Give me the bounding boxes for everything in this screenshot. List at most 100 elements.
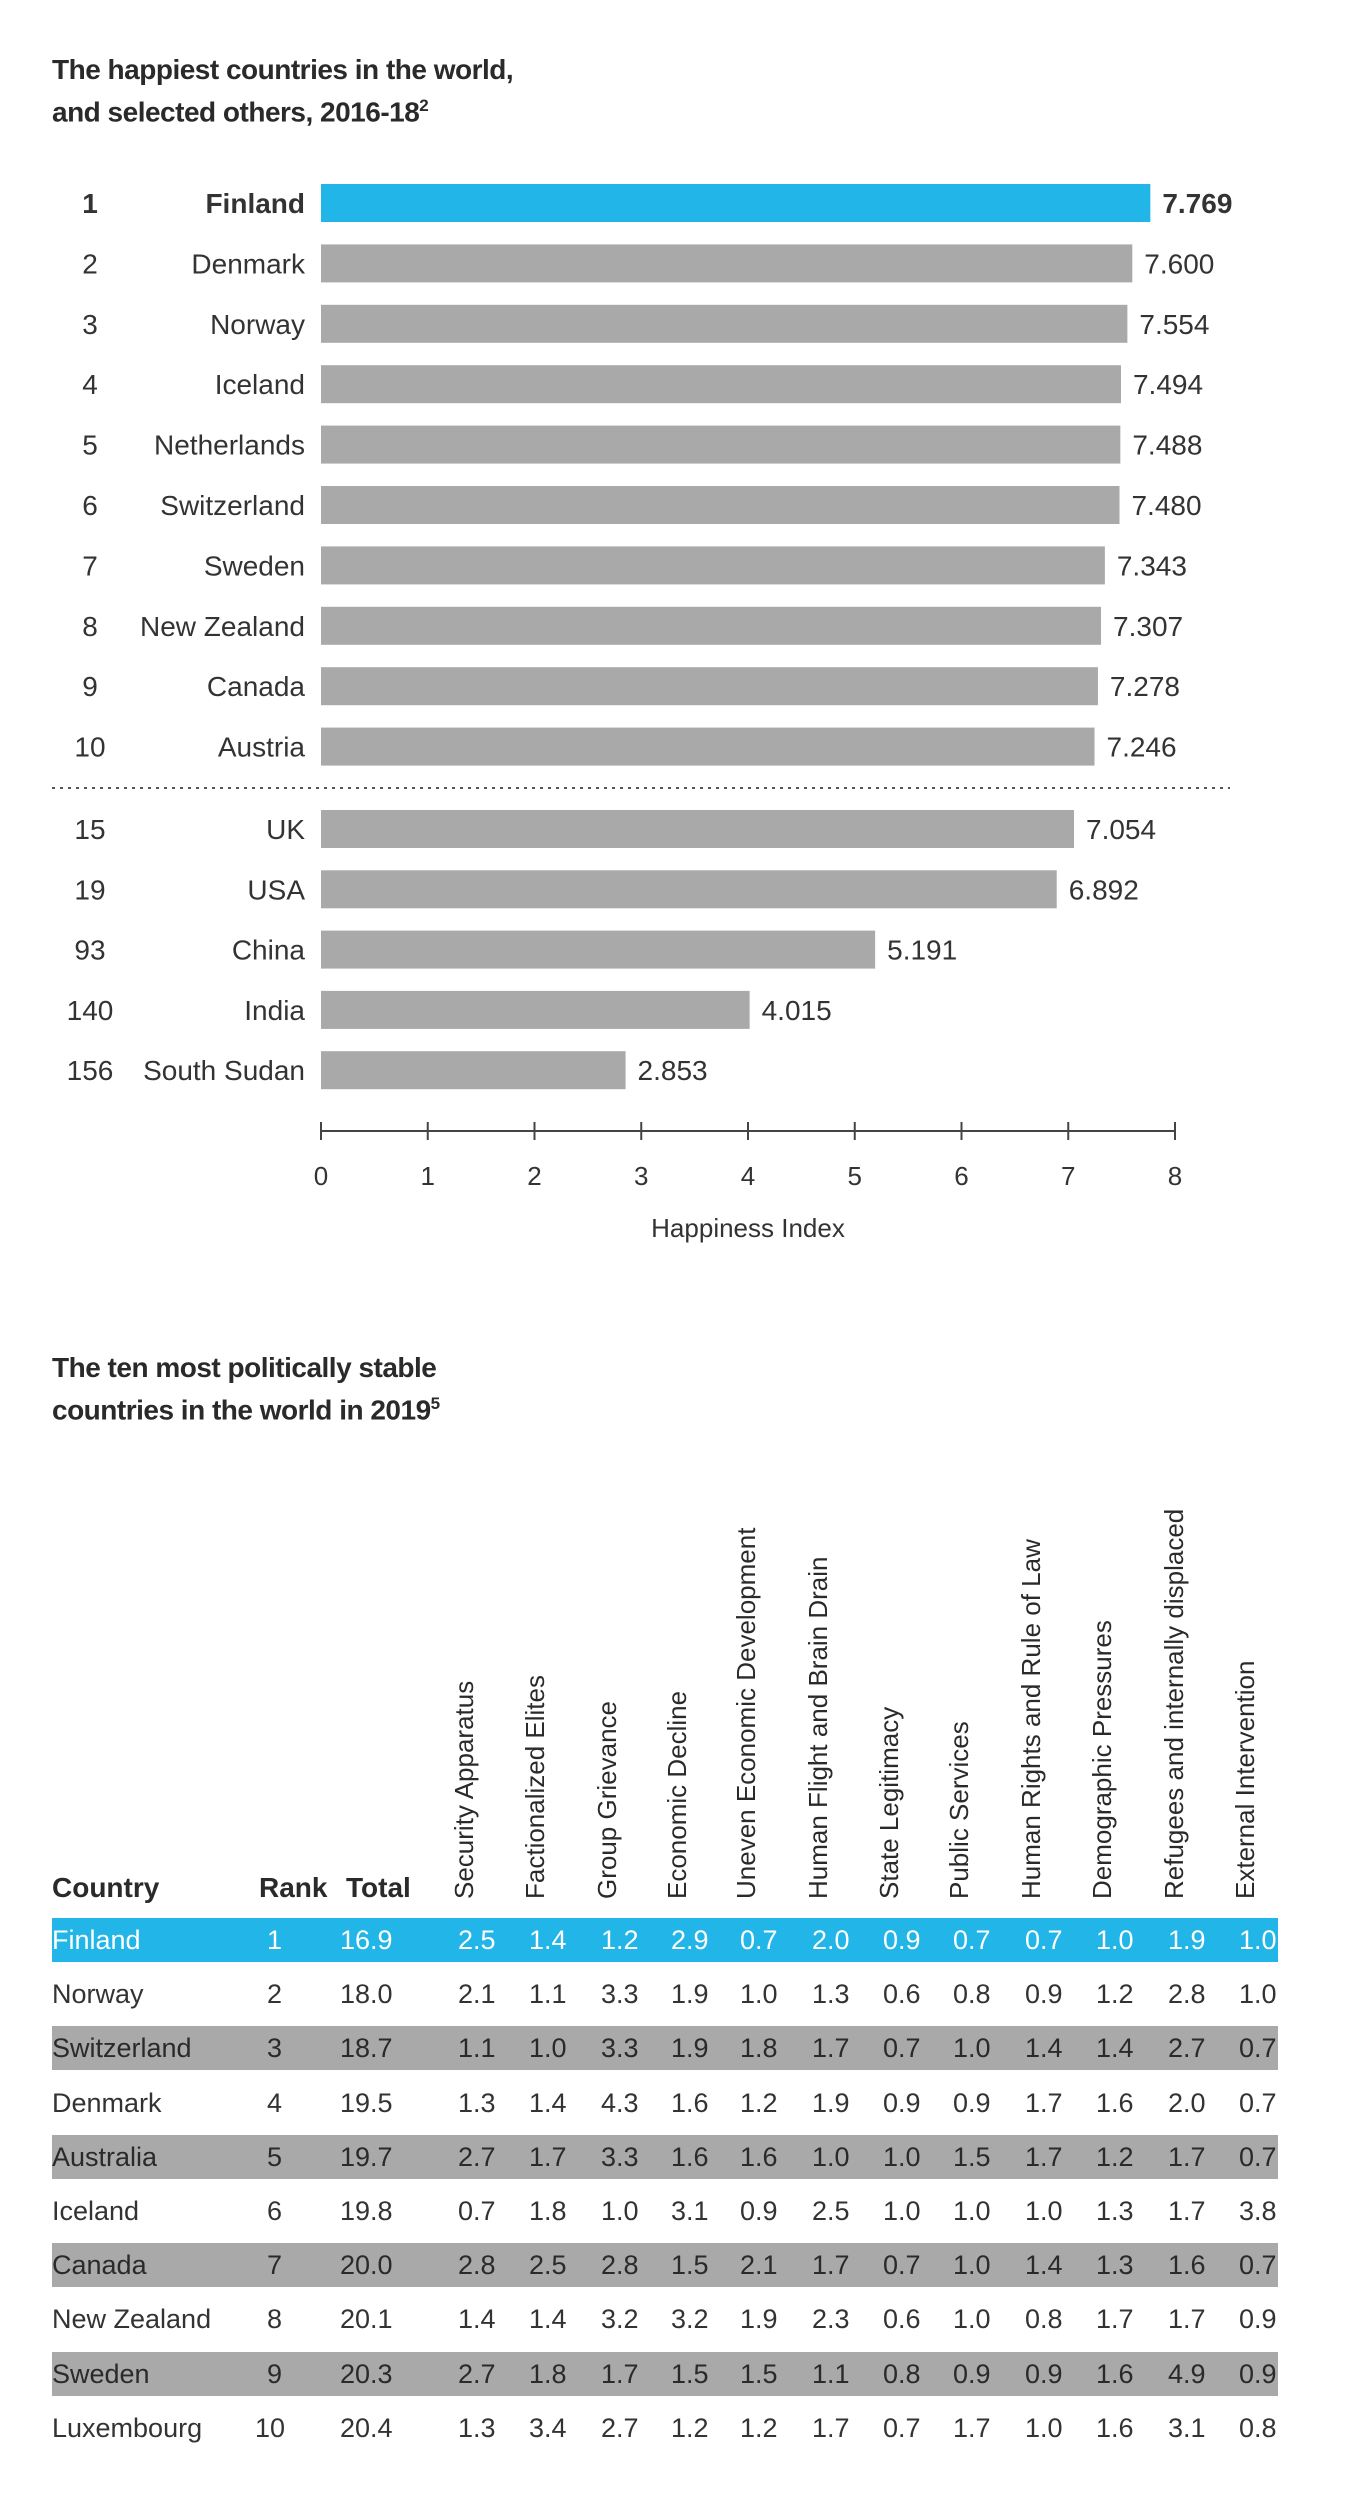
table-cell: 1.5 [953, 2141, 991, 2172]
table-cell: 0.7 [883, 2033, 921, 2064]
table-cell: Finland [52, 1925, 141, 1955]
table-title-line2: countries in the world in 20195 [52, 1394, 440, 1426]
rank-label: 10 [74, 732, 105, 763]
chart-title-line2: and selected others, 2016-182 [52, 96, 429, 128]
table-cell: 1.3 [1096, 2250, 1134, 2281]
table-cell: 18.7 [340, 2033, 393, 2064]
bar-new-zealand [321, 606, 1102, 645]
table-cell: 2.8 [1168, 1979, 1206, 2010]
table-cell: 0.9 [1025, 2358, 1063, 2389]
table-cell: 1.7 [1168, 2304, 1206, 2335]
rank-label: 156 [67, 1055, 114, 1086]
table-cell: 2.8 [458, 2250, 496, 2281]
happiness-bar-chart: 1 Finland 7.769 2 Denmark 7.600 3 Norway 7.554 4 I… [52, 184, 1232, 1243]
footnote-marker: 5 [430, 1394, 440, 1413]
value-label: 6.892 [1069, 874, 1139, 905]
bar-canada [321, 667, 1098, 706]
table-cell: Sweden [52, 2358, 150, 2389]
header-total: Total [346, 1872, 411, 1903]
table-cell: 0.7 [1239, 2250, 1277, 2281]
table-cell: 1.0 [1096, 1925, 1134, 1955]
table-cell: 2.0 [812, 1925, 850, 1955]
table-cell: 1.3 [1096, 2196, 1134, 2226]
table-cell: 1.4 [458, 2304, 496, 2335]
table-cell: 1.7 [1096, 2304, 1134, 2335]
rank-label: 8 [82, 611, 98, 642]
table-cell: 3.1 [671, 2196, 709, 2226]
x-tick-label: 1 [421, 1161, 435, 1191]
bar-denmark [321, 244, 1133, 283]
table-cell: 1.0 [1025, 2412, 1063, 2443]
table-cell: 1.9 [671, 2033, 709, 2064]
country-label: Netherlands [154, 430, 305, 461]
table-cell: 1.0 [529, 2033, 567, 2064]
table-cell: 1.7 [1168, 2196, 1206, 2226]
table-cell: 3.1 [1168, 2412, 1206, 2443]
table-cell: 1.7 [529, 2141, 567, 2172]
table-cell: 0.9 [1239, 2304, 1277, 2335]
table-cell: 2.8 [601, 2250, 639, 2281]
table-cell: 0.9 [1025, 1979, 1063, 2010]
table-cell: 1.4 [529, 2087, 567, 2118]
country-label: USA [247, 874, 305, 905]
table-cell: 5 [267, 2141, 283, 2172]
table-cell: 1.0 [1025, 2196, 1063, 2226]
table-cell: 1.2 [1096, 2141, 1134, 2172]
table-cell: 0.7 [1239, 2087, 1277, 2118]
country-label: Switzerland [160, 490, 305, 521]
table-cell: 2.7 [458, 2141, 496, 2172]
country-label: Austria [218, 732, 306, 763]
value-label: 7.343 [1117, 550, 1187, 581]
rank-label: 19 [74, 874, 105, 905]
value-label: 7.246 [1107, 732, 1177, 763]
table-cell: Canada [52, 2250, 147, 2281]
table-cell: 2.9 [671, 1925, 709, 1955]
table-cell: 0.7 [1239, 2033, 1277, 2064]
table-cell: 20.4 [340, 2412, 393, 2443]
value-label: 7.600 [1144, 248, 1214, 279]
table-cell: 0.8 [1025, 2304, 1063, 2335]
table-cell: 4.9 [1168, 2358, 1206, 2389]
bar-china [321, 930, 876, 969]
table-cell: 18.0 [340, 1979, 393, 2010]
rank-label: 140 [67, 995, 114, 1026]
value-label: 5.191 [887, 935, 957, 966]
x-tick-label: 4 [741, 1161, 755, 1191]
country-label: Denmark [191, 248, 306, 279]
header-human-rights-and-rule-of-law: Human Rights and Rule of Law [1016, 1539, 1046, 1899]
table-cell: 1.4 [1025, 2033, 1063, 2064]
table-cell: 0.7 [1025, 1925, 1063, 1955]
rank-label: 9 [82, 671, 98, 702]
table-cell: 1.5 [671, 2250, 709, 2281]
table-cell: 1.0 [1239, 1979, 1277, 2010]
country-label: Iceland [215, 369, 305, 400]
table-cell: 1.2 [740, 2087, 778, 2118]
table-cell: 20.1 [340, 2304, 393, 2335]
table-cell: 1.7 [1025, 2087, 1063, 2118]
table-cell: 0.9 [740, 2196, 778, 2226]
table-cell: 0.8 [953, 1979, 991, 2010]
table-cell: 0.6 [883, 2304, 921, 2335]
value-label: 7.307 [1113, 611, 1183, 642]
table-cell: 1 [267, 1925, 283, 1955]
table-cell: New Zealand [52, 2304, 212, 2335]
country-label: UK [266, 814, 305, 845]
table-cell: 16.9 [340, 1925, 393, 1955]
table-cell: 1.0 [883, 2196, 921, 2226]
table-cell: 0.7 [458, 2196, 496, 2226]
bar-iceland [321, 365, 1121, 404]
table-cell: 1.6 [671, 2141, 709, 2172]
table-cell: Norway [52, 1979, 144, 2010]
table-cell: 1.7 [601, 2358, 639, 2389]
table-cell: 1.3 [458, 2087, 496, 2118]
x-axis-title: Happiness Index [651, 1213, 845, 1243]
table-cell: 3.3 [601, 2141, 639, 2172]
bar-usa [321, 870, 1057, 909]
table-cell: 1.4 [529, 2304, 567, 2335]
table-cell: 1.0 [740, 1979, 778, 2010]
table-cell: 1.7 [1025, 2141, 1063, 2172]
table-cell: 1.2 [1096, 1979, 1134, 2010]
x-tick-label: 3 [634, 1161, 648, 1191]
table-row-luxembourg: Luxembourg 10 20.4 1.3 3.4 2.7 1.2 1.2 1.7 0.7 1.7… [52, 2406, 1278, 2450]
